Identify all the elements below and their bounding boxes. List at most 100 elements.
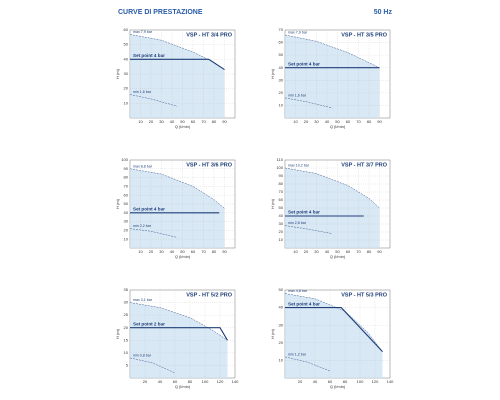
x-tick-label: 70 <box>356 119 361 124</box>
x-tick-label: 50 <box>180 249 185 254</box>
x-axis-label: Q (l/min) <box>330 124 346 129</box>
x-tick-label: 40 <box>313 379 318 384</box>
x-tick-label: 90 <box>377 249 382 254</box>
curve-label: Set point 2 bar <box>133 321 165 326</box>
y-tick-label: 60 <box>124 192 129 197</box>
curve-label: min 1,6 bar <box>288 93 307 97</box>
x-tick-label: 60 <box>191 249 196 254</box>
y-tick-label: 100 <box>121 157 128 162</box>
x-tick-label: 140 <box>387 379 394 384</box>
curve <box>129 228 178 238</box>
curve <box>129 357 176 374</box>
x-axis-label: Q (l/min) <box>330 254 346 259</box>
y-tick-label: 40 <box>124 56 129 61</box>
chart-title: VSP - HT 3/6 PRO <box>186 162 232 168</box>
chart-title: VSP - HT 3/4 PRO <box>186 32 232 38</box>
y-tick-label: 40 <box>279 305 284 310</box>
y-axis-label: H (m) <box>115 68 120 79</box>
x-tick-label: 120 <box>372 379 379 384</box>
y-tick-label: 10 <box>279 357 284 362</box>
y-tick-label: 110 <box>277 157 284 162</box>
curve-label: Set point 4 bar <box>133 53 165 58</box>
x-tick-label: 70 <box>356 249 361 254</box>
x-tick-label: 10 <box>138 119 143 124</box>
curve <box>129 168 225 209</box>
x-tick-label: 90 <box>222 249 227 254</box>
y-tick-label: 60 <box>279 197 284 202</box>
y-tick-label: 100 <box>276 165 283 170</box>
x-tick-label: 60 <box>173 379 178 384</box>
curve-label: Set point 4 bar <box>288 301 320 306</box>
y-tick-label: 60 <box>279 40 284 45</box>
y-tick-label: 20 <box>279 90 284 95</box>
x-tick-label: 120 <box>217 379 224 384</box>
curve <box>284 34 380 68</box>
x-tick-label: 50 <box>335 119 340 124</box>
y-tick-label: 10 <box>279 102 284 107</box>
curve <box>129 94 178 107</box>
x-tick-label: 90 <box>222 119 227 124</box>
y-tick-label: 30 <box>279 77 284 82</box>
x-tick-label: 80 <box>188 379 193 384</box>
x-tick-label: 140 <box>232 379 239 384</box>
y-tick-label: 90 <box>279 173 284 178</box>
curve-label: min 2,2 bar <box>133 224 152 228</box>
curve <box>284 356 331 372</box>
x-tick-label: 50 <box>335 249 340 254</box>
y-tick-label: 50 <box>279 52 284 57</box>
curve-label: min 2,8 bar <box>288 221 307 225</box>
y-tick-label: 60 <box>124 27 129 32</box>
x-tick-label: 10 <box>293 249 298 254</box>
y-tick-label: 20 <box>124 227 129 232</box>
y-tick-label: 50 <box>124 201 129 206</box>
y-tick-label: 90 <box>124 166 129 171</box>
curve-label: min 0,8 bar <box>133 353 152 357</box>
x-tick-label: 60 <box>346 249 351 254</box>
x-tick-label: 10 <box>138 249 143 254</box>
y-tick-label: 20 <box>279 229 284 234</box>
x-tick-label: 70 <box>201 249 206 254</box>
y-axis-label: H (m) <box>270 68 275 79</box>
y-axis-label: H (m) <box>115 328 120 339</box>
y-tick-label: 30 <box>279 221 284 226</box>
y-tick-label: 20 <box>124 325 129 330</box>
page-title: CURVE DI PRESTAZIONE <box>118 9 203 16</box>
x-tick-label: 20 <box>149 249 154 254</box>
y-tick-label: 10 <box>124 350 129 355</box>
x-tick-label: 80 <box>367 119 372 124</box>
x-tick-label: 20 <box>149 119 154 124</box>
x-tick-label: 40 <box>325 119 330 124</box>
curve-label: max 3,1 bar <box>133 298 153 302</box>
operating-area <box>130 168 225 248</box>
x-tick-label: 30 <box>314 249 319 254</box>
x-tick-label: 60 <box>191 119 196 124</box>
y-tick-label: 40 <box>124 210 129 215</box>
y-tick-label: 40 <box>279 65 284 70</box>
curve-label: Set point 4 bar <box>288 210 320 215</box>
operating-area <box>285 168 380 248</box>
chart-title: VSP - HT 5/3 PRO <box>341 292 387 298</box>
y-tick-label: 20 <box>279 340 284 345</box>
y-tick-label: 80 <box>279 181 284 186</box>
x-axis-label: Q (l/min) <box>175 254 191 259</box>
curve-label: max 7,9 bar <box>133 30 153 34</box>
y-tick-label: 50 <box>279 287 284 292</box>
x-tick-label: 80 <box>343 379 348 384</box>
x-tick-label: 30 <box>159 249 164 254</box>
frequency: 50 Hz <box>374 9 393 16</box>
x-tick-label: 80 <box>212 249 217 254</box>
curve <box>285 307 383 352</box>
x-tick-label: 20 <box>143 379 148 384</box>
curve-label: Set point 4 bar <box>288 61 320 66</box>
curve <box>130 327 228 341</box>
curve <box>284 97 333 109</box>
x-axis-label: Q (l/min) <box>175 124 191 129</box>
y-tick-label: 70 <box>279 189 284 194</box>
x-tick-label: 40 <box>170 119 175 124</box>
y-tick-label: 10 <box>124 100 129 105</box>
operating-area <box>285 293 383 378</box>
x-tick-label: 20 <box>298 379 303 384</box>
y-tick-label: 25 <box>124 312 129 317</box>
y-tick-label: 10 <box>279 237 284 242</box>
